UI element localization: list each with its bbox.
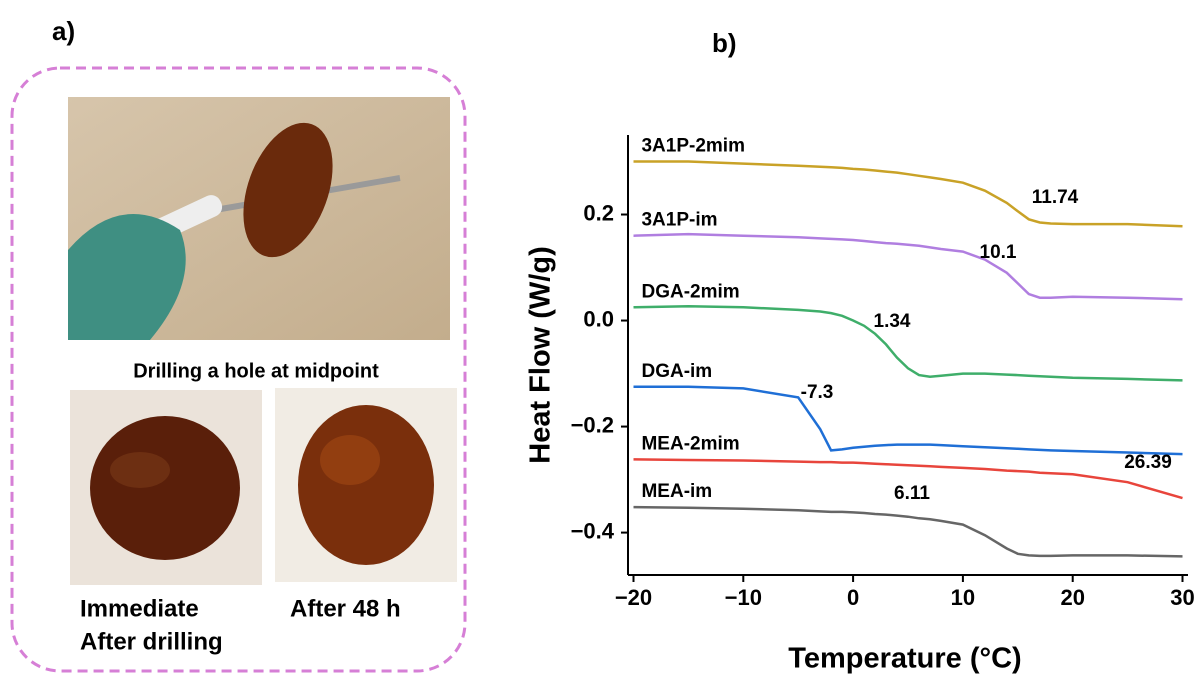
series-line [633,304,1183,382]
x-tick-label: −20 [615,585,652,610]
panel-label: b) [712,28,737,58]
panel-frame [10,66,467,673]
panel-label: a) [52,16,75,46]
series-line [633,385,1183,456]
series-line [633,160,1183,228]
annotation: 26.39 [1124,452,1172,473]
x-tick-label: −10 [725,585,762,610]
x-axis-title: Temperature (°C) [788,643,1021,675]
y-axis-title: Heat Flow (W/g) [525,246,557,463]
y-tick-label: 0.2 [583,200,614,225]
series-label: DGA-im [641,361,712,382]
photo-caption: Drilling a hole at midpoint [133,360,379,382]
x-tick-label: 0 [847,585,859,610]
photo-caption: Immediate [80,595,199,622]
photo-immediate [70,390,262,585]
x-tick-label: 30 [1170,585,1194,610]
annotation: 10.1 [980,242,1017,263]
series-line [633,505,1183,558]
photo-drilling [68,97,450,340]
photo-caption: After drilling [80,628,223,655]
series-label: 3A1P-2mim [641,136,745,157]
series-label: 3A1P-im [641,210,717,231]
series-line [633,458,1183,500]
annotation: -7.3 [801,382,834,403]
annotation: 6.11 [894,483,930,504]
photo-caption: After 48 h [290,595,401,622]
series-label: MEA-2mim [641,433,739,454]
x-tick-label: 10 [951,585,975,610]
series-label: MEA-im [641,481,712,502]
x-tick-label: 20 [1060,585,1084,610]
annotation: 11.74 [1032,187,1079,208]
y-tick-label: −0.4 [571,518,615,543]
annotation: 1.34 [874,311,911,332]
y-tick-label: 0.0 [583,306,614,331]
series-label: DGA-2mim [641,281,739,302]
y-tick-label: −0.2 [571,412,614,437]
series-line [633,232,1183,301]
photo-after-48h [275,388,457,582]
